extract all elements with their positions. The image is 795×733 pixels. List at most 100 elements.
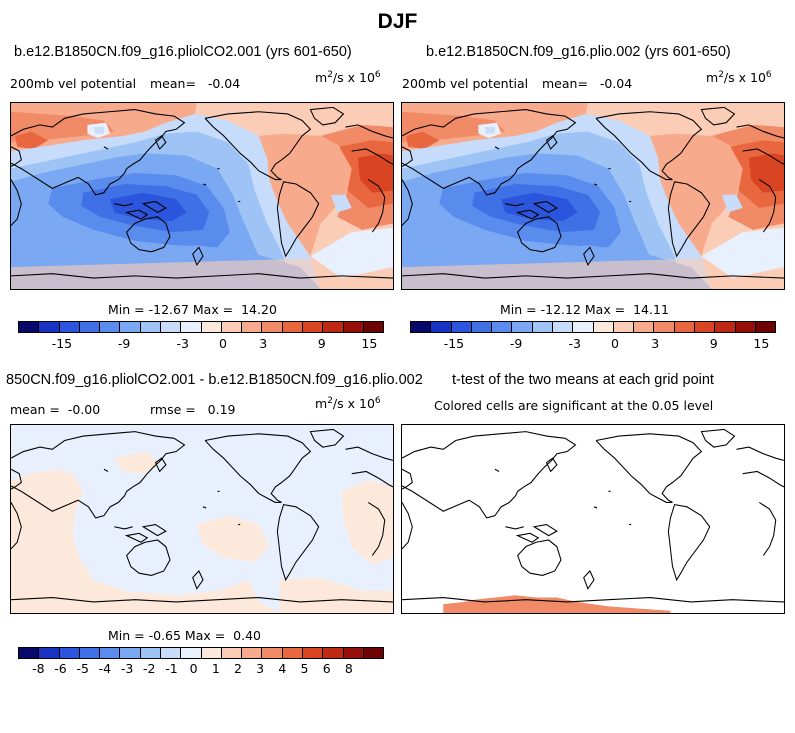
panel-4-map bbox=[401, 424, 785, 614]
colorbar-swatch bbox=[755, 322, 776, 332]
colorbar-swatch bbox=[411, 322, 432, 332]
colorbar-swatch bbox=[634, 322, 655, 332]
colorbar-swatch bbox=[715, 322, 736, 332]
colorbar-swatch bbox=[140, 648, 161, 658]
page-title: DJF bbox=[377, 10, 418, 33]
colorbar-tick-label: -15 bbox=[443, 336, 465, 351]
colorbar-swatch bbox=[201, 322, 222, 332]
colorbar-tick-label: 1 bbox=[211, 661, 220, 676]
colorbar-swatch bbox=[431, 322, 452, 332]
colorbar-tick-label: 9 bbox=[709, 336, 718, 351]
colorbar-swatch bbox=[674, 322, 695, 332]
colorbar-swatch bbox=[39, 322, 60, 332]
colorbar-swatch bbox=[613, 322, 635, 332]
panel-1-variable: 200mb vel potential bbox=[10, 76, 137, 91]
colorbar-swatch bbox=[282, 648, 303, 658]
colorbar-tick-label: -3 bbox=[568, 336, 581, 351]
colorbar-tick-label: -9 bbox=[117, 336, 131, 351]
colorbar-tick-label: 6 bbox=[322, 661, 331, 676]
colorbar-tick-label: -5 bbox=[76, 661, 89, 676]
panel-2-map bbox=[401, 102, 785, 290]
colorbar-tick-label: 3 bbox=[259, 336, 268, 351]
colorbar-swatch bbox=[694, 322, 716, 332]
colorbar-swatch bbox=[492, 322, 513, 332]
panel-2-colorbar bbox=[410, 321, 776, 333]
colorbar-swatch bbox=[573, 322, 594, 332]
colorbar-tick-label: 0 bbox=[218, 336, 227, 351]
colorbar-swatch bbox=[512, 322, 533, 332]
panel-1-colorbar-ticks: -15 -9 -3 0 3 9 15 bbox=[18, 336, 384, 352]
colorbar-swatch bbox=[323, 648, 344, 658]
colorbar-swatch bbox=[140, 322, 161, 332]
panel-3-colorbar-ticks: -8 -6 -5 -4 -3 -2 -1 0 1 2 3 4 5 6 8 bbox=[18, 661, 384, 677]
panel-1-title: b.e12.B1850CN.f09_g16.pliolCO2.001 (yrs … bbox=[14, 44, 352, 60]
colorbar-swatch bbox=[735, 322, 756, 332]
colorbar-tick-label: -8 bbox=[32, 661, 45, 676]
colorbar-swatch bbox=[323, 322, 344, 332]
colorbar-tick-label: 15 bbox=[361, 336, 378, 351]
colorbar-tick-label: 0 bbox=[189, 661, 198, 676]
colorbar-swatch bbox=[181, 648, 202, 658]
panel-3-mean: mean = -0.00 bbox=[10, 402, 101, 417]
colorbar-swatch bbox=[242, 648, 263, 658]
colorbar-swatch bbox=[654, 322, 675, 332]
colorbar-tick-label: -3 bbox=[176, 336, 189, 351]
colorbar-swatch bbox=[39, 648, 60, 658]
colorbar-tick-label: 3 bbox=[256, 661, 265, 676]
colorbar-swatch bbox=[451, 322, 472, 332]
colorbar-swatch bbox=[160, 648, 182, 658]
panel-2-variable: 200mb vel potential bbox=[402, 76, 529, 91]
colorbar-tick-label: 9 bbox=[317, 336, 326, 351]
colorbar-swatch bbox=[19, 322, 40, 332]
colorbar-tick-label: 0 bbox=[610, 336, 619, 351]
colorbar-swatch bbox=[343, 322, 364, 332]
colorbar-swatch bbox=[343, 648, 364, 658]
colorbar-tick-label: 8 bbox=[344, 661, 353, 676]
panel-3-units: m2/s x 106 bbox=[315, 396, 381, 412]
colorbar-swatch bbox=[593, 322, 614, 332]
colorbar-swatch bbox=[532, 322, 553, 332]
panel-1-minmax: Min = -12.67 Max = 14.20 bbox=[108, 302, 277, 317]
panel-2-minmax: Min = -12.12 Max = 14.11 bbox=[500, 302, 669, 317]
colorbar-swatch bbox=[201, 648, 222, 658]
colorbar-swatch bbox=[59, 648, 80, 658]
colorbar-swatch bbox=[282, 322, 303, 332]
colorbar-swatch bbox=[552, 322, 574, 332]
colorbar-swatch bbox=[160, 322, 182, 332]
colorbar-tick-label: 15 bbox=[753, 336, 770, 351]
colorbar-swatch bbox=[242, 322, 263, 332]
colorbar-swatch bbox=[363, 648, 384, 658]
colorbar-tick-label: 5 bbox=[300, 661, 309, 676]
colorbar-swatch bbox=[181, 322, 202, 332]
colorbar-tick-label: 4 bbox=[278, 661, 287, 676]
colorbar-swatch bbox=[59, 322, 80, 332]
panel-3-colorbar bbox=[18, 647, 384, 659]
colorbar-swatch bbox=[79, 648, 101, 658]
panel-1-units: m2/s x 106 bbox=[315, 70, 381, 86]
colorbar-tick-label: -2 bbox=[143, 661, 156, 676]
colorbar-swatch bbox=[100, 648, 121, 658]
colorbar-swatch bbox=[221, 322, 243, 332]
colorbar-swatch bbox=[262, 648, 283, 658]
colorbar-tick-label: -15 bbox=[51, 336, 73, 351]
colorbar-tick-label: 3 bbox=[651, 336, 660, 351]
colorbar-swatch bbox=[100, 322, 121, 332]
panel-3-rmse: rmse = 0.19 bbox=[150, 402, 236, 417]
colorbar-swatch bbox=[471, 322, 493, 332]
panel-2-units: m2/s x 106 bbox=[706, 70, 772, 86]
colorbar-tick-label: -9 bbox=[509, 336, 523, 351]
colorbar-tick-label: 2 bbox=[234, 661, 242, 676]
colorbar-swatch bbox=[262, 322, 283, 332]
colorbar-swatch bbox=[120, 322, 141, 332]
panel-3-map bbox=[10, 424, 394, 614]
panel-1-colorbar bbox=[18, 321, 384, 333]
colorbar-swatch bbox=[120, 648, 141, 658]
panel-3-minmax: Min = -0.65 Max = 0.40 bbox=[108, 628, 261, 643]
colorbar-tick-label: -3 bbox=[120, 661, 134, 676]
panel-1-mean: mean= -0.04 bbox=[150, 76, 241, 91]
panel-4-subtitle: Colored cells are significant at the 0.0… bbox=[434, 398, 714, 413]
colorbar-swatch bbox=[302, 322, 324, 332]
panel-2-mean: mean= -0.04 bbox=[542, 76, 633, 91]
colorbar-swatch bbox=[363, 322, 384, 332]
colorbar-tick-label: -1 bbox=[165, 661, 178, 676]
